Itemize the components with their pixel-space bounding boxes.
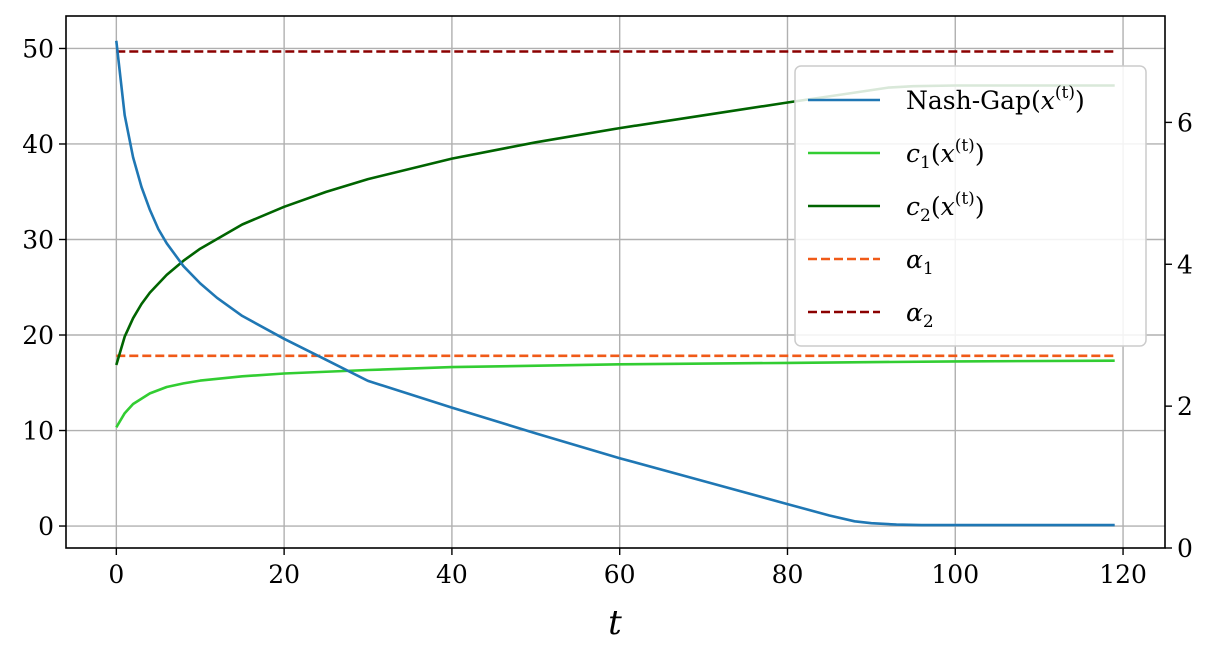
legend-box [794, 65, 1147, 347]
legend-label-1: c1(x(t)) [906, 136, 985, 173]
legend-label-2: c2(x(t)) [906, 189, 985, 226]
y-left-tick-label: 50 [22, 34, 54, 63]
x-tick-label: 20 [268, 560, 300, 589]
legend-label-0: Nash-Gap(x(t)) [906, 83, 1085, 115]
legend-label-3: α1 [906, 245, 934, 279]
x-tick-label: 40 [436, 560, 468, 589]
y-right-tick-label: 6 [1177, 108, 1193, 137]
x-tick-label: 60 [604, 560, 636, 589]
legend: Nash-Gap(x(t)) c1(x(t)) c2(x(t)) α1 α2 [794, 65, 1147, 347]
y-axis-right: 0 2 4 6 [1165, 108, 1193, 563]
y-left-tick-label: 0 [38, 512, 54, 541]
series-line-0 [115, 40, 1115, 527]
y-right-tick-label: 2 [1177, 392, 1193, 421]
series-line-1 [115, 359, 1115, 429]
y-left-tick-label: 40 [22, 130, 54, 159]
plot-frame [65, 15, 1166, 549]
y-axis-left: 0 10 20 30 40 50 [22, 34, 66, 541]
y-right-tick-label: 4 [1177, 250, 1193, 279]
x-tick-label: 0 [108, 560, 124, 589]
y-left-tick-label: 30 [22, 225, 54, 254]
legend-label-4: α2 [906, 298, 934, 332]
x-axis: 0 20 40 60 80 100 120 [108, 548, 1147, 589]
x-tick-label: 100 [931, 560, 979, 589]
x-tick-label: 120 [1099, 560, 1147, 589]
y-right-tick-label: 0 [1177, 534, 1193, 563]
y-left-tick-label: 20 [22, 321, 54, 350]
y-left-tick-label: 10 [22, 417, 54, 446]
x-axis-label: t [608, 603, 622, 643]
x-tick-label: 80 [772, 560, 804, 589]
